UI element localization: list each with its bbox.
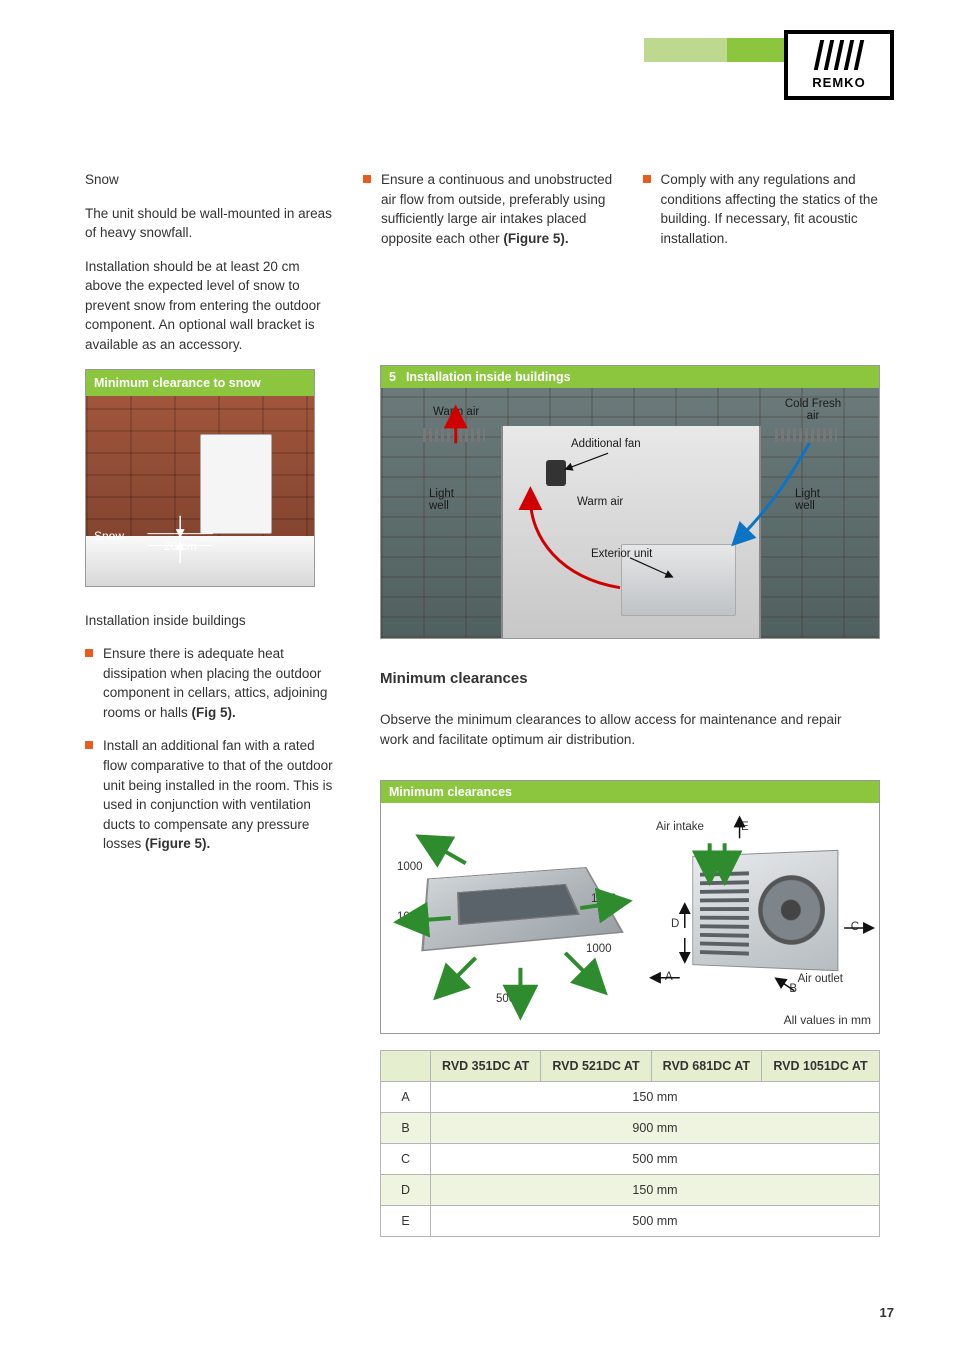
label-1000d: 1000 [586, 943, 612, 955]
brand-name: REMKO [812, 75, 865, 90]
column-1: Snow The unit should be wall-mounted in … [85, 170, 335, 868]
label-air-outlet: Air outlet [798, 973, 843, 985]
inside-heading: Installation inside buildings [85, 611, 335, 631]
figure-5-number: 5 [389, 370, 396, 384]
table-header-blank [381, 1051, 431, 1082]
bullet-icon [363, 175, 371, 183]
snow-distance: 20 cm [164, 538, 197, 555]
bullet-2-text: Install an additional fan with a rated f… [103, 738, 333, 851]
table-value: 500 mm [431, 1206, 880, 1237]
table-value: 500 mm [431, 1144, 880, 1175]
label-1000c: 1000 [591, 893, 617, 905]
bullet-col2-bold: (Figure 5). [503, 231, 568, 246]
table-header-1: RVD 351DC AT [431, 1051, 541, 1082]
table-header-3: RVD 681DC AT [651, 1051, 761, 1082]
label-A: A [665, 971, 673, 983]
table-value: 900 mm [431, 1113, 880, 1144]
snow-p2: Installation should be at least 20 cm ab… [85, 257, 335, 355]
snow-heading: Snow [85, 170, 335, 190]
table-row: E 500 mm [381, 1206, 880, 1237]
table-key: A [381, 1082, 431, 1113]
label-D: D [671, 918, 679, 930]
page-number: 17 [880, 1305, 894, 1320]
bullet-icon [85, 649, 93, 657]
bullet-col3-text: Comply with any regulations and conditio… [661, 172, 878, 246]
bullet-col3: Comply with any regulations and conditio… [643, 170, 895, 248]
figure-min-clearances: Minimum clearances 1000 1000 1000 1000 5… [380, 780, 880, 1034]
label-B: B [789, 983, 797, 995]
fan-icon [546, 460, 566, 486]
table-row: B 900 mm [381, 1113, 880, 1144]
label-lightwell-r: Light well [795, 488, 835, 512]
label-E: E [741, 821, 749, 833]
all-values-mm: All values in mm [784, 1013, 871, 1027]
label-1000a: 1000 [397, 861, 423, 873]
table-key: C [381, 1144, 431, 1175]
indoor-cassette-icon [421, 867, 624, 951]
label-500: 500 [496, 993, 515, 1005]
snow-p1: The unit should be wall-mounted in areas… [85, 204, 335, 243]
table-value: 150 mm [431, 1175, 880, 1206]
table-key: B [381, 1113, 431, 1144]
bullet-2-bold: (Figure 5). [145, 836, 210, 851]
label-warm-air-2: Warm air [577, 496, 623, 508]
label-cold-fresh: Cold Fresh air [783, 398, 843, 422]
brand-logo: REMKO [784, 30, 894, 100]
outdoor-unit-icon [692, 850, 838, 971]
table-key: E [381, 1206, 431, 1237]
table-row: C 500 mm [381, 1144, 880, 1175]
bullet-icon [85, 741, 93, 749]
min-clearances-heading: Minimum clearances [380, 670, 528, 687]
table-header-row: RVD 351DC AT RVD 521DC AT RVD 681DC AT R… [381, 1051, 880, 1082]
label-1000b: 1000 [397, 911, 423, 923]
table-row: D 150 mm [381, 1175, 880, 1206]
bullet-2: Install an additional fan with a rated f… [85, 736, 335, 853]
label-lightwell-l: Light well [429, 488, 469, 512]
figure-snow-title: Minimum clearance to snow [94, 374, 261, 392]
figure-clear-title: Minimum clearances [389, 785, 512, 799]
table-row: A 150 mm [381, 1082, 880, 1113]
bullet-icon [643, 175, 651, 183]
bullet-1-bold: (Fig 5). [192, 705, 236, 720]
figure-5: 5 Installation inside buildings Warm air… [380, 365, 880, 639]
clearance-table: RVD 351DC AT RVD 521DC AT RVD 681DC AT R… [380, 1050, 880, 1237]
table-value: 150 mm [431, 1082, 880, 1113]
bullet-col2-text: Ensure a continuous and unobstructed air… [381, 172, 612, 246]
figure-snow-clearance: Minimum clearance to snow Snow 20 cm [85, 369, 315, 587]
snow-label: Snow [94, 528, 124, 545]
bullet-1: Ensure there is adequate heat dissipatio… [85, 644, 335, 722]
bullet-col2: Ensure a continuous and unobstructed air… [363, 170, 615, 248]
table-header-4: RVD 1051DC AT [761, 1051, 879, 1082]
label-C: C [851, 921, 859, 933]
label-air-intake: Air intake [656, 821, 704, 833]
label-warm-air-1: Warm air [433, 406, 479, 418]
figure-5-title: Installation inside buildings [406, 370, 571, 384]
label-add-fan: Additional fan [571, 438, 641, 450]
table-key: D [381, 1175, 431, 1206]
min-clearances-text: Observe the minimum clearances to allow … [380, 710, 870, 749]
table-header-2: RVD 521DC AT [541, 1051, 651, 1082]
label-ext-unit: Exterior unit [591, 548, 652, 560]
